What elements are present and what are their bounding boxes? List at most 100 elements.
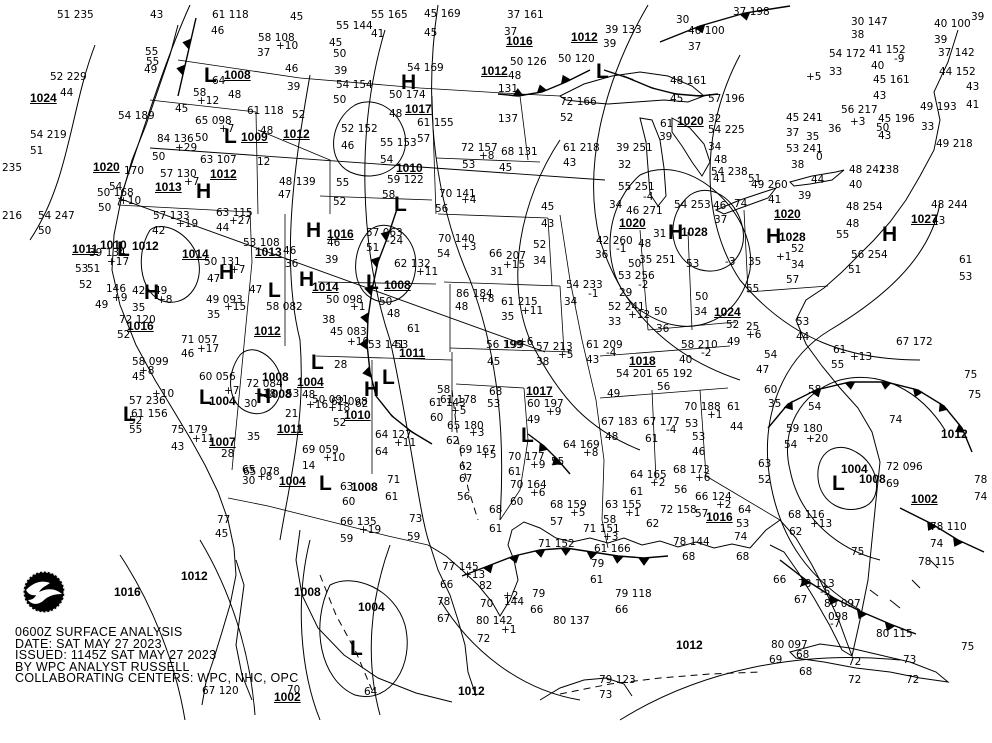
station-plot: 54 219	[30, 129, 67, 141]
station-plot: 70 164	[510, 479, 547, 491]
station-plot: 30	[676, 14, 690, 26]
station-plot: 50 098	[326, 294, 363, 306]
station-plot: 45	[670, 93, 684, 105]
station-plot: 62	[355, 398, 369, 410]
station-plot: 54 189	[118, 110, 155, 122]
low-center: L	[521, 424, 534, 447]
station-plot: 55	[146, 56, 160, 68]
station-plot: 67 177	[643, 416, 680, 428]
station-plot: 53	[692, 431, 706, 443]
station-plot: 65 078	[243, 466, 280, 478]
station-plot: 48	[260, 125, 274, 137]
low-center: L	[394, 193, 407, 216]
isobar-label: 1008	[294, 585, 321, 599]
isobar-label: 1012	[210, 167, 237, 181]
station-plot: 54 169	[407, 62, 444, 74]
station-plot: 48 241	[849, 164, 886, 176]
station-plot: 78 110	[930, 521, 967, 533]
station-plot: 43	[150, 9, 164, 21]
station-plot: 32	[618, 159, 632, 171]
station-plot: -2	[701, 347, 712, 359]
station-plot: 48	[714, 154, 728, 166]
station-plot: 47	[207, 273, 221, 285]
station-plot: 55	[746, 283, 760, 295]
station-plot: 37 161	[507, 9, 544, 21]
station-plot: +11	[394, 437, 417, 449]
station-plot: +5	[806, 71, 822, 83]
isobar-label: 1012	[458, 684, 485, 698]
station-plot: 64	[364, 686, 378, 698]
station-plot: 48	[605, 431, 619, 443]
high-center: H	[401, 71, 417, 94]
isobar-curves	[29, 4, 946, 721]
low-center: L	[204, 64, 217, 87]
station-plot: 79	[532, 588, 546, 600]
station-plot: 70 140	[438, 233, 475, 245]
station-plot: 48	[387, 308, 401, 320]
station-plot: 58	[382, 189, 396, 201]
isobar-label: 1012	[676, 638, 703, 652]
station-plot: 50	[38, 225, 52, 237]
station-plot: 33	[921, 121, 935, 133]
station-plot: 64 169	[563, 439, 600, 451]
station-plot: 37	[688, 41, 702, 53]
station-plot: 51 235	[57, 9, 94, 21]
station-plot: 66	[440, 579, 454, 591]
station-plot: 52 241	[608, 301, 645, 313]
station-plot: 12	[257, 156, 271, 168]
station-plot: 70	[480, 598, 494, 610]
analysis-title-line: 0600Z SURFACE ANALYSIS	[15, 625, 183, 639]
station-plot: 40	[679, 354, 693, 366]
station-plot: 146	[106, 283, 127, 295]
station-plot: 30	[244, 398, 258, 410]
station-plot: 43	[878, 130, 892, 142]
low-center: L	[311, 351, 324, 374]
isobar-label: 1008	[262, 370, 289, 384]
station-plot: 61	[660, 118, 674, 130]
station-plot: 45 196	[878, 113, 915, 125]
high-center: H	[196, 180, 212, 203]
high-center: H	[256, 385, 272, 408]
station-plot: 68	[682, 551, 696, 563]
station-plot: 50	[98, 202, 112, 214]
station-plot: 61 118	[247, 105, 284, 117]
station-plot: 78 144	[673, 536, 710, 548]
station-plot: 131	[498, 83, 519, 95]
station-plot: 50	[333, 48, 347, 60]
station-plot: 53	[462, 159, 476, 171]
front-cold	[176, 5, 985, 635]
isobar-label: 1008	[265, 387, 292, 401]
station-plot: +19	[176, 218, 199, 230]
station-plot: 55	[551, 456, 565, 468]
station-plot: 68 159	[550, 499, 587, 511]
station-plot: 25	[746, 321, 760, 333]
station-plot: +7	[224, 385, 240, 397]
station-plot: 55	[831, 359, 845, 371]
station-plot: 53	[286, 388, 300, 400]
station-plot: 51	[848, 264, 862, 276]
analysis-title-line: COLLABORATING CENTERS: WPC, NHC, OPC	[15, 671, 299, 686]
station-plot: 74	[734, 198, 748, 210]
station-plot: 54	[380, 154, 394, 166]
station-plot: +13	[463, 569, 486, 581]
station-plot: +8	[479, 293, 495, 305]
station-plot: 52	[79, 279, 93, 291]
station-plot: +6	[695, 472, 711, 484]
station-plot: 45 161	[873, 74, 910, 86]
isobar-label: 1013	[255, 245, 282, 259]
station-plot: 39	[287, 81, 301, 93]
station-plot: 54 247	[38, 210, 75, 222]
station-plot: 37	[714, 214, 728, 226]
high-center: H	[882, 223, 898, 246]
station-plot: 71 151	[583, 523, 620, 535]
station-plot: 35	[247, 431, 261, 443]
station-plot: 48	[302, 389, 316, 401]
station-plot: 39	[798, 190, 812, 202]
station-plot: 57 133	[153, 210, 190, 222]
station-plot: 57 196	[708, 93, 745, 105]
station-plot: +12	[197, 95, 220, 107]
station-plot: -7	[830, 618, 841, 630]
great-lakes	[559, 71, 845, 215]
station-plot: 216	[2, 210, 23, 222]
station-plot: 34	[609, 199, 623, 211]
